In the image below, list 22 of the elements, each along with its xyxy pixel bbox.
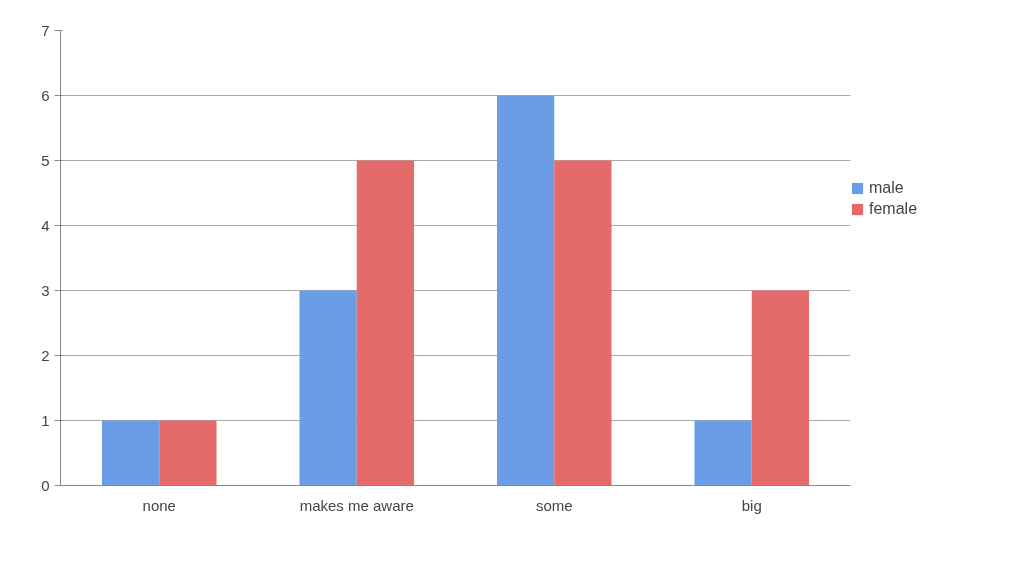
bar <box>159 420 217 486</box>
y-tick-label: 2 <box>41 346 50 364</box>
bar <box>356 160 415 486</box>
legend-label: male <box>869 179 904 197</box>
bar <box>554 160 612 486</box>
legend-label: female <box>869 200 918 218</box>
bar <box>299 290 357 486</box>
y-tick-label: 0 <box>41 476 50 494</box>
x-tick-label: none <box>142 496 176 514</box>
x-tick-label: big <box>741 496 762 514</box>
y-tick-label: 4 <box>41 216 50 234</box>
y-tick-label: 3 <box>41 281 50 299</box>
x-tick-label: makes me aware <box>299 496 414 514</box>
bar <box>694 420 752 486</box>
bar <box>751 290 810 486</box>
x-tick-label: some <box>535 496 573 514</box>
y-tick-label: 7 <box>41 21 50 39</box>
bar <box>101 420 160 486</box>
y-tick-label: 1 <box>41 411 50 429</box>
bar <box>496 95 555 486</box>
y-tick-label: 6 <box>41 86 50 104</box>
y-tick-label: 5 <box>41 151 50 169</box>
